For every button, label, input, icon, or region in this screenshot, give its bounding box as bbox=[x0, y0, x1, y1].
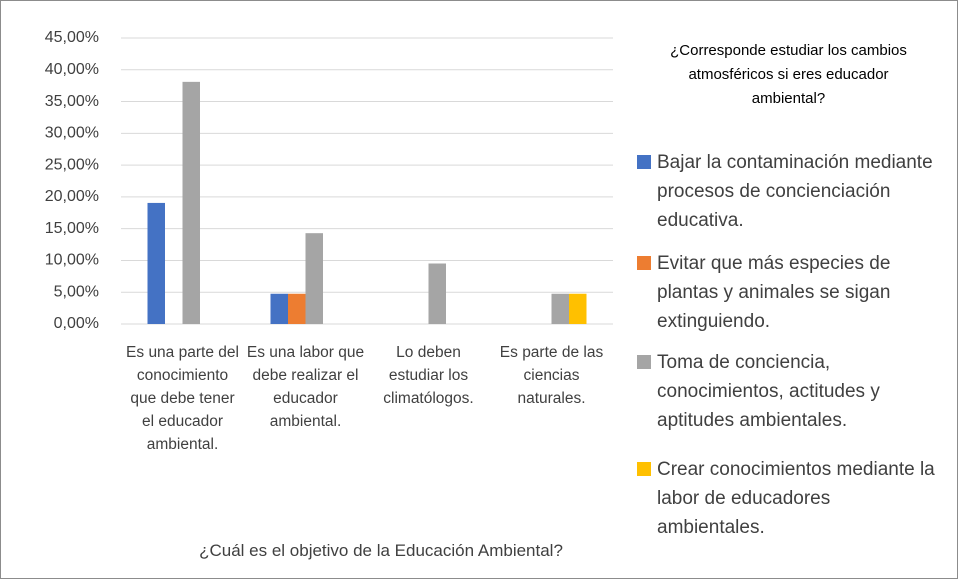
x-tick-label: Es parte de las ciencias naturales. bbox=[499, 344, 604, 407]
legend-label: Bajar la contaminación mediante procesos… bbox=[657, 152, 933, 231]
y-tick-label: 25,00% bbox=[45, 156, 99, 173]
bar bbox=[288, 293, 306, 324]
y-tick-label: 40,00% bbox=[45, 61, 99, 78]
bar bbox=[305, 233, 323, 324]
legend-label: Crear conocimientos mediante la labor de… bbox=[657, 459, 935, 538]
x-tick-label: Es una parte del conocimiento que debe t… bbox=[126, 344, 239, 453]
bar bbox=[147, 202, 165, 324]
legend-swatch bbox=[637, 256, 651, 270]
legend-entry: Toma de conciencia, conocimientos, actit… bbox=[637, 348, 937, 435]
x-tick-label: Es una labor que debe realizar el educad… bbox=[246, 344, 365, 430]
x-axis-title: ¿Cuál es el objetivo de la Educación Amb… bbox=[199, 541, 563, 560]
bar bbox=[569, 293, 587, 324]
legend-label: Evitar que más especies de plantas y ani… bbox=[657, 253, 891, 332]
y-tick-label: 45,00% bbox=[45, 29, 99, 46]
y-tick-label: 15,00% bbox=[45, 220, 99, 237]
y-tick-label: 20,00% bbox=[45, 188, 99, 205]
legend-title: ¿Corresponde estudiar los cambios atmosf… bbox=[670, 42, 907, 107]
legend-swatch bbox=[637, 462, 651, 476]
y-tick-label: 5,00% bbox=[54, 283, 99, 300]
bar bbox=[428, 263, 446, 324]
y-tick-label: 35,00% bbox=[45, 93, 99, 110]
y-tick-label: 30,00% bbox=[45, 125, 99, 142]
legend-entry: Evitar que más especies de plantas y ani… bbox=[637, 249, 937, 336]
bar bbox=[270, 293, 288, 324]
bar bbox=[551, 293, 569, 324]
legend-swatch bbox=[637, 355, 651, 369]
legend-entry: Bajar la contaminación mediante procesos… bbox=[637, 148, 937, 235]
y-tick-label: 0,00% bbox=[54, 315, 99, 332]
bar bbox=[182, 81, 200, 324]
legend-swatch bbox=[637, 155, 651, 169]
legend-label: Toma de conciencia, conocimientos, actit… bbox=[657, 352, 880, 431]
x-tick-label: Lo deben estudiar los climatólogos. bbox=[383, 344, 474, 407]
y-tick-label: 10,00% bbox=[45, 252, 99, 269]
legend-entry: Crear conocimientos mediante la labor de… bbox=[637, 455, 937, 542]
